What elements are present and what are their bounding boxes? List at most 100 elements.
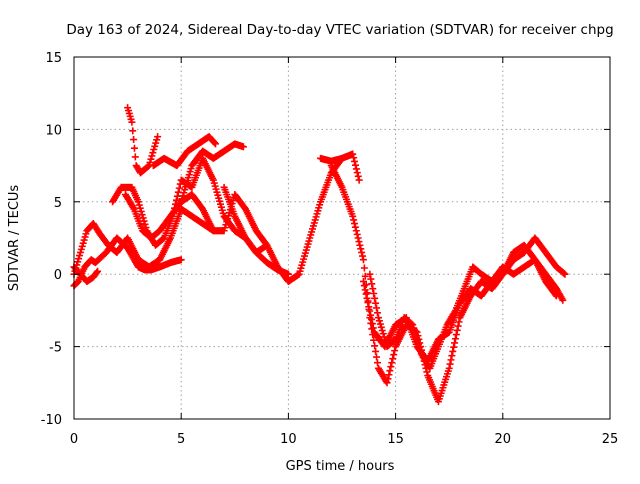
data-point [377,323,385,331]
data-point [141,220,149,228]
data-point [359,252,367,260]
data-point [559,296,567,304]
data-point [239,143,247,151]
data-point [359,277,367,285]
chart-title: Day 163 of 2024, Sidereal Day-to-day VTE… [66,22,613,38]
data-point [455,318,463,326]
data-point [361,286,369,294]
data-point [360,282,368,290]
data-point [390,351,398,359]
data-point [152,139,160,147]
data-point [129,127,137,135]
data-point [356,241,364,249]
data-point [211,139,219,147]
data-point [560,269,568,277]
axis-ticks: 0 5 10 15 20 25 -10 -5 0 5 10 15 [41,51,619,447]
data-point [367,275,375,283]
data-point [372,347,380,355]
data-point [144,162,152,170]
data-point [352,165,360,173]
data-point [387,363,395,371]
series-track-9 [220,183,271,256]
x-axis-label: GPS time / hours [286,459,395,474]
series-track-5 [121,154,346,285]
data-point [134,198,142,206]
data-point [383,379,391,387]
series-track-8 [177,140,247,206]
data-point [154,133,162,141]
series-track-7 [149,133,220,170]
data-point [93,268,101,276]
data-point [137,207,145,215]
data-point [447,356,455,364]
data-points [70,104,569,406]
data-point [136,204,144,212]
data-point [371,294,379,302]
x-tick-label: 25 [602,432,619,447]
data-point [172,196,180,204]
x-tick-label: 20 [495,432,512,447]
data-point [450,343,458,351]
series-track-3 [70,263,102,285]
data-point [362,290,370,298]
data-point [366,307,374,315]
data-point [367,315,375,323]
data-point [373,304,381,312]
plot-frame [73,56,611,420]
data-point [373,353,381,361]
data-point [131,153,139,161]
x-tick-label: 10 [280,432,297,447]
data-point [359,256,367,264]
data-point [448,352,456,360]
y-axis-label: SDTVAR / TECUs [7,185,22,292]
y-tick-label: -10 [41,413,62,428]
data-point [391,347,399,355]
data-point [212,140,220,148]
data-point [355,238,363,246]
data-point [94,267,102,275]
data-point [139,214,147,222]
data-point [369,324,377,332]
y-tick-label: 15 [45,51,62,66]
data-point [451,335,459,343]
data-point [351,223,359,231]
data-point [263,241,271,249]
data-point [350,216,358,224]
data-point [354,172,362,180]
data-point [372,299,380,307]
data-point [353,169,361,177]
data-point [148,152,156,160]
data-point [354,234,362,242]
data-point [423,368,431,376]
data-point [351,157,359,165]
data-point [389,355,397,363]
data-point [451,339,459,347]
data-point [561,270,569,278]
data-point [446,360,454,368]
data-point [130,136,138,144]
data-point [376,320,384,328]
data-point [361,272,369,280]
data-point [353,230,361,238]
data-point [368,320,376,328]
data-point [452,331,460,339]
data-point [374,314,382,322]
data-point [135,201,143,209]
data-point [366,270,374,278]
data-point [357,245,365,253]
y-tick-label: 5 [54,196,62,211]
x-tick-label: 0 [70,432,78,447]
data-point [175,184,183,192]
data-point [360,264,368,272]
data-point [375,317,383,325]
data-point [151,142,159,150]
data-point [150,146,158,154]
data-point [388,359,396,367]
data-point [367,311,375,319]
data-point [351,220,359,228]
y-tick-label: 10 [45,123,62,138]
series-track-13 [359,256,560,365]
series-track-6 [124,104,162,177]
